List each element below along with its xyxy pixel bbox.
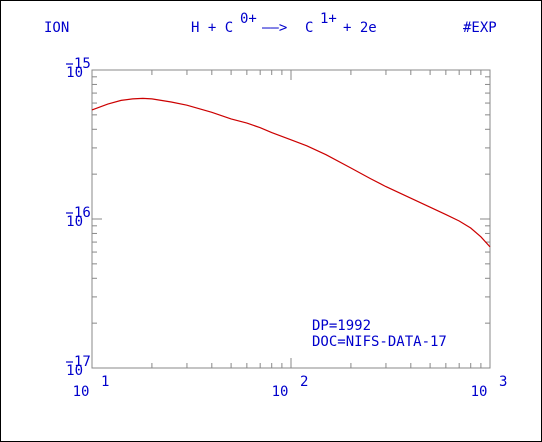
reaction-reactant: H + C: [191, 20, 234, 36]
x-tick-label-base: 10: [471, 384, 488, 400]
cross-section-line: [91, 97, 491, 248]
y-tick-label-exponent: 16: [74, 205, 91, 221]
reaction-arrow: ——>: [262, 20, 288, 36]
dp-annotation: DP=1992: [312, 318, 371, 334]
x-tick-label-base: 10: [272, 384, 289, 400]
x-tick-label-exponent: 3: [499, 374, 507, 390]
x-tick-label-exponent: 2: [300, 374, 308, 390]
x-tick-label-base: 10: [73, 384, 90, 400]
exp-label: #EXP: [463, 20, 497, 36]
y-tick-label-exponent: 17: [74, 354, 91, 370]
x-tick-label-exponent: 1: [101, 374, 109, 390]
y-tick-label-exponent: 15: [74, 56, 91, 72]
ion-label: ION: [44, 20, 70, 36]
reaction-product: C: [305, 20, 314, 36]
y-tick-label-base: 10: [66, 65, 83, 81]
doc-annotation: DOC=NIFS-DATA-17: [312, 334, 447, 350]
reaction-rest: + 2e: [343, 20, 377, 36]
plot-area-border: [91, 69, 491, 369]
y-tick-label-base: 10: [66, 363, 83, 379]
reactant-charge: 0+: [240, 11, 257, 27]
y-tick-label-base: 10: [66, 214, 83, 230]
product-charge: 1+: [320, 11, 337, 27]
